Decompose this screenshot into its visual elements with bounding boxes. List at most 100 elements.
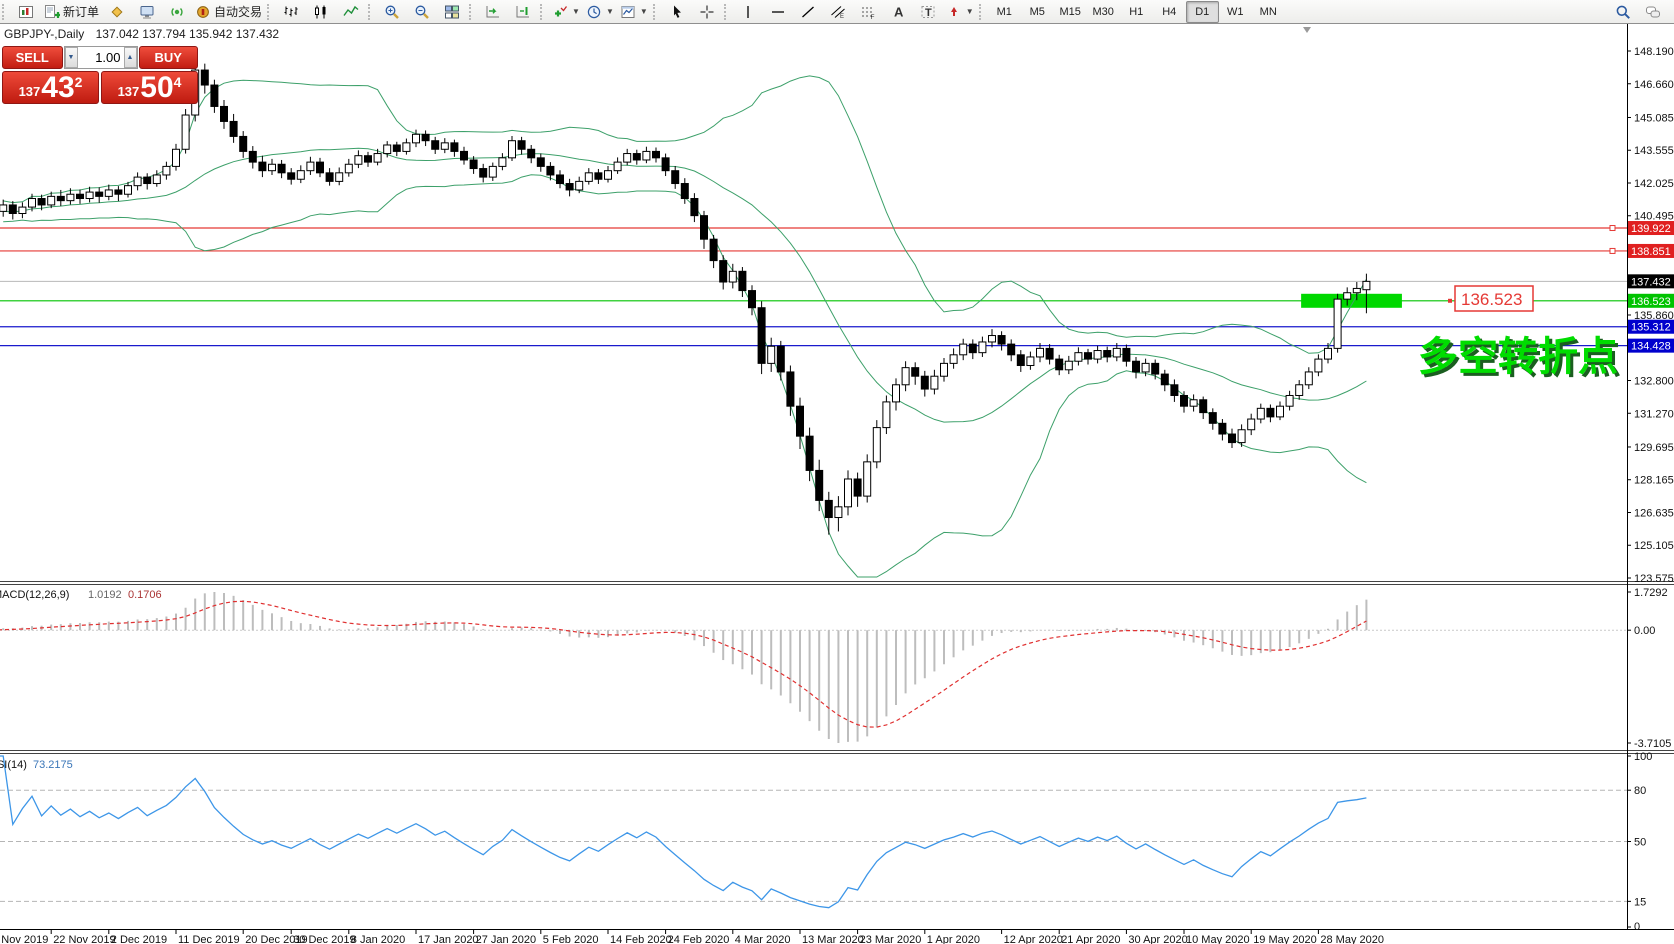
timeframe-group: M1 M5 M15 M30 H1 H4 D1 W1 MN	[988, 0, 1285, 23]
sell-price-box[interactable]: 137 43 2	[2, 71, 99, 104]
zoom-out-button[interactable]	[407, 1, 437, 23]
hline-136.523[interactable]	[0, 293, 1627, 308]
hline-138.851[interactable]	[0, 247, 1627, 254]
pane-separator-2[interactable]	[0, 750, 1674, 754]
buy-price-box[interactable]: 137 50 4	[101, 71, 198, 104]
macd-axis[interactable]: 1.7292 0.00 -3.7105	[1627, 587, 1671, 750]
text-label-button[interactable]: T	[913, 1, 943, 23]
rsi-label: RSI(14)	[0, 759, 27, 771]
svg-text:E: E	[840, 14, 844, 20]
hline-139.922[interactable]	[0, 225, 1627, 232]
bar-chart-button[interactable]	[276, 1, 306, 23]
bar-chart-icon	[283, 4, 299, 20]
horizontal-line-objects	[0, 225, 1627, 347]
svg-text:23 Mar 2020: 23 Mar 2020	[860, 934, 922, 944]
svg-text:10 May 2020: 10 May 2020	[1186, 934, 1250, 944]
sell-button[interactable]: SELL	[2, 46, 63, 69]
volume-increase-button[interactable]: ▲	[123, 47, 137, 68]
templates-button[interactable]: ▼	[617, 1, 651, 23]
vline-button[interactable]	[733, 1, 763, 23]
pane-separator-1[interactable]	[0, 581, 1674, 585]
candle-chart-button[interactable]	[306, 1, 336, 23]
w1-timeframe-button[interactable]: W1	[1219, 1, 1252, 23]
metaeditor-button[interactable]	[102, 1, 132, 23]
tile-windows-button[interactable]	[437, 1, 467, 23]
svg-text:143.555: 143.555	[1634, 145, 1674, 157]
volume-input[interactable]	[77, 47, 124, 68]
svg-text:0: 0	[1634, 921, 1640, 933]
buy-price-pip: 4	[173, 74, 182, 90]
hline-button[interactable]	[763, 1, 793, 23]
svg-text:A: A	[894, 4, 904, 19]
svg-text:21 Apr 2020: 21 Apr 2020	[1061, 934, 1120, 944]
h1-timeframe-button[interactable]: H1	[1120, 1, 1153, 23]
line-chart-icon	[343, 4, 359, 20]
svg-text:145.085: 145.085	[1634, 112, 1674, 124]
text-button[interactable]: A	[883, 1, 913, 23]
periods-button[interactable]: ▼	[583, 1, 617, 23]
periods-icon	[586, 4, 602, 20]
svg-text:5 Feb 2020: 5 Feb 2020	[543, 934, 599, 944]
buy-price-big: 50	[140, 71, 174, 104]
volume-decrease-button[interactable]: ▼	[64, 47, 78, 68]
svg-text:129.695: 129.695	[1634, 442, 1674, 454]
autotrading-button[interactable]: 自动交易	[192, 1, 265, 23]
indicators-button[interactable]: ▼	[549, 1, 583, 23]
button-label: MN	[1259, 5, 1277, 18]
chart-ohlc-values: 137.042 137.794 135.942 137.432	[95, 27, 280, 41]
toolbar-grip	[469, 3, 476, 20]
volume-spinner: ▼ ▲	[63, 46, 138, 69]
svg-text:14 Feb 2020: 14 Feb 2020	[610, 934, 672, 944]
m5-timeframe-button[interactable]: M5	[1021, 1, 1054, 23]
crosshair-button[interactable]	[692, 1, 722, 23]
line-handle	[1609, 225, 1616, 232]
market-watch-button[interactable]	[162, 1, 192, 23]
svg-text:T: T	[925, 7, 932, 19]
chart-canvas[interactable]: 148.190 146.660 145.085 143.555 142.025 140.4…	[0, 24, 1674, 944]
zoom-in-button[interactable]	[377, 1, 407, 23]
mn-timeframe-button[interactable]: MN	[1252, 1, 1285, 23]
trendline-button[interactable]	[793, 1, 823, 23]
toolbar-grip	[723, 3, 731, 20]
h4-timeframe-button[interactable]: H4	[1153, 1, 1186, 23]
svg-text:11 Dec 2019: 11 Dec 2019	[178, 934, 240, 944]
search-button[interactable]	[1608, 1, 1638, 23]
buy-button[interactable]: BUY	[138, 46, 198, 69]
channel-button[interactable]: E	[823, 1, 853, 23]
metaeditor-icon	[109, 4, 125, 20]
candles-series	[0, 56, 1371, 535]
svg-text:28 May 2020: 28 May 2020	[1320, 934, 1384, 944]
svg-text:4 Mar 2020: 4 Mar 2020	[735, 934, 791, 944]
svg-text:1 Apr 2020: 1 Apr 2020	[927, 934, 980, 944]
cursor-button[interactable]	[662, 1, 692, 23]
price-axis[interactable]: 148.190 146.660 145.085 143.555 142.025 140.4…	[1627, 46, 1674, 585]
svg-text:50: 50	[1634, 837, 1646, 849]
svg-text:0.00: 0.00	[1634, 625, 1655, 637]
terminal-button[interactable]	[132, 1, 162, 23]
m1-timeframe-button[interactable]: M1	[988, 1, 1021, 23]
price-callout[interactable]: 136.523	[1448, 285, 1534, 312]
m15-timeframe-button[interactable]: M15	[1054, 1, 1087, 23]
text-label-icon: T	[920, 4, 936, 20]
arrows-button[interactable]: ▼	[943, 1, 977, 23]
new-order-button[interactable]: 新订单	[41, 1, 102, 23]
button-label: D1	[1195, 5, 1210, 18]
svg-text:24 Feb 2020: 24 Feb 2020	[668, 934, 730, 944]
chart-window-button[interactable]	[11, 1, 41, 23]
macd-histogram	[2, 592, 1368, 743]
auto-scroll-button[interactable]	[478, 1, 508, 23]
m30-timeframe-button[interactable]: M30	[1087, 1, 1120, 23]
rsi-axis[interactable]: 100 80 50 15 0	[1627, 751, 1652, 933]
chat-button[interactable]	[1638, 1, 1668, 23]
chart-shift-button[interactable]	[508, 1, 538, 23]
svg-text:134.428: 134.428	[1631, 341, 1671, 353]
fibonacci-button[interactable]: F	[853, 1, 883, 23]
rsi-line	[0, 755, 1367, 909]
svg-text:12 Apr 2020: 12 Apr 2020	[1004, 934, 1063, 944]
d1-timeframe-button[interactable]: D1	[1185, 0, 1219, 23]
line-chart-button[interactable]	[336, 1, 366, 23]
toolbar-grip	[368, 3, 375, 20]
